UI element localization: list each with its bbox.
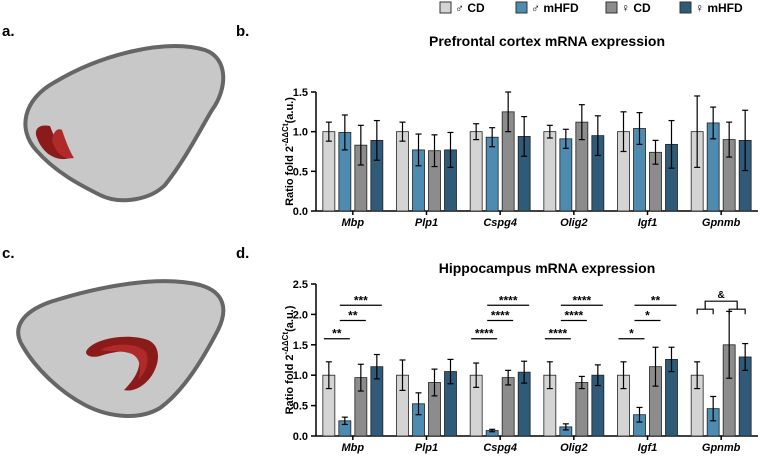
category-label-gpnmb: Gpnmb (702, 217, 741, 229)
hippocampus-region-inner (100, 344, 148, 380)
bar-2-olig2 (575, 382, 589, 437)
category-label-mbp: Mbp (342, 217, 365, 229)
significance-label: **** (572, 293, 591, 307)
category-label-gpnmb: Gpnmb (702, 442, 741, 454)
bar-2-cspg4 (501, 377, 515, 437)
y-tick-label: 0.5 (293, 166, 308, 178)
legend-swatch-2 (605, 1, 618, 14)
y-tick-label: 1.5 (293, 87, 308, 99)
y-tick-label: 0.0 (293, 431, 308, 443)
significance-label: * (645, 308, 650, 322)
y-axis-label: Ratio fold 2-ΔΔCt(a.u.) (281, 97, 296, 206)
bracket-left (696, 308, 714, 315)
y-tick-label: 1.0 (293, 370, 308, 382)
legend-label-2: ♀ CD (621, 1, 651, 15)
chart-title: Prefrontal cortex mRNA expression (429, 33, 665, 49)
significance-label: **** (564, 308, 583, 322)
significance-label: ** (332, 327, 342, 341)
bar-0-cspg4 (469, 131, 483, 212)
bracket-top (704, 300, 738, 310)
y-axis-label-main: Ratio fold 2 (284, 146, 296, 206)
significance-label: **** (548, 327, 567, 341)
category-label-cspg4: Cspg4 (483, 217, 517, 229)
prefrontal-region-b (52, 129, 74, 159)
significance-label: *** (354, 293, 368, 307)
y-axis-label-suffix: (a.u.) (284, 305, 296, 332)
y-axis-label-main: Ratio fold 2 (284, 355, 296, 415)
chart-prefrontal: Prefrontal cortex mRNA expression Ratio f… (281, 33, 758, 229)
panel-label-c: c. (2, 245, 15, 262)
significance-label: ** (651, 293, 661, 307)
significance-label: **** (491, 308, 510, 322)
y-axis-label-suffix: (a.u.) (284, 97, 296, 124)
chart-hippocampus: Hippocampus mRNA expression Ratio fold 2-… (281, 260, 758, 454)
y-axis-label: Ratio fold 2-ΔΔCt(a.u.) (281, 305, 296, 414)
brain-illustration-hippocampus (16, 279, 226, 418)
y-tick-label: 1.5 (293, 340, 308, 352)
y-tick-label: 2.5 (293, 279, 308, 291)
panel-label-a: a. (2, 23, 15, 40)
category-label-mbp: Mbp (342, 442, 365, 454)
bar-1-cspg4 (485, 136, 499, 212)
category-label-igf1: Igf1 (638, 442, 658, 454)
bar-0-mbp (322, 131, 336, 212)
category-label-olig2: Olig2 (560, 442, 588, 454)
y-axis-label-sup: -ΔΔCt (281, 123, 290, 146)
significance-label: **** (499, 293, 518, 307)
y-axis-label-sup: -ΔΔCt (281, 332, 290, 355)
y-tick-label: 1.0 (293, 127, 308, 139)
y-tick-label: 0.5 (293, 401, 308, 413)
legend-label-0: ♂ CD (455, 1, 485, 15)
bar-0-plp1 (396, 131, 409, 212)
category-label-plp1: Plp1 (415, 442, 438, 454)
brain-illustration-prefrontal (23, 44, 226, 203)
panel-label-b: b. (236, 23, 249, 40)
significance-label: **** (475, 327, 494, 341)
bar-0-olig2 (543, 131, 557, 212)
chart-title: Hippocampus mRNA expression (439, 260, 656, 276)
brain-outline-a (23, 44, 226, 203)
legend-label-1: ♂ mHFD (531, 1, 579, 15)
legend-swatch-3 (679, 1, 692, 14)
bar-1-olig2 (559, 138, 573, 212)
legend: ♂ CD ♂ mHFD ♀ CD ♀ mHFD (439, 1, 743, 15)
category-label-olig2: Olig2 (560, 217, 588, 229)
y-tick-label: 0.0 (293, 206, 308, 218)
significance-label: * (629, 327, 634, 341)
category-label-cspg4: Cspg4 (483, 442, 517, 454)
y-tick-label: 2.0 (293, 309, 308, 321)
panel-label-d: d. (236, 245, 249, 262)
category-label-plp1: Plp1 (415, 217, 438, 229)
legend-swatch-0 (439, 1, 452, 14)
legend-label-3: ♀ mHFD (695, 1, 743, 15)
legend-swatch-1 (515, 1, 528, 14)
significance-label: & (718, 290, 725, 301)
category-label-igf1: Igf1 (638, 217, 658, 229)
significance-label: ** (348, 308, 358, 322)
